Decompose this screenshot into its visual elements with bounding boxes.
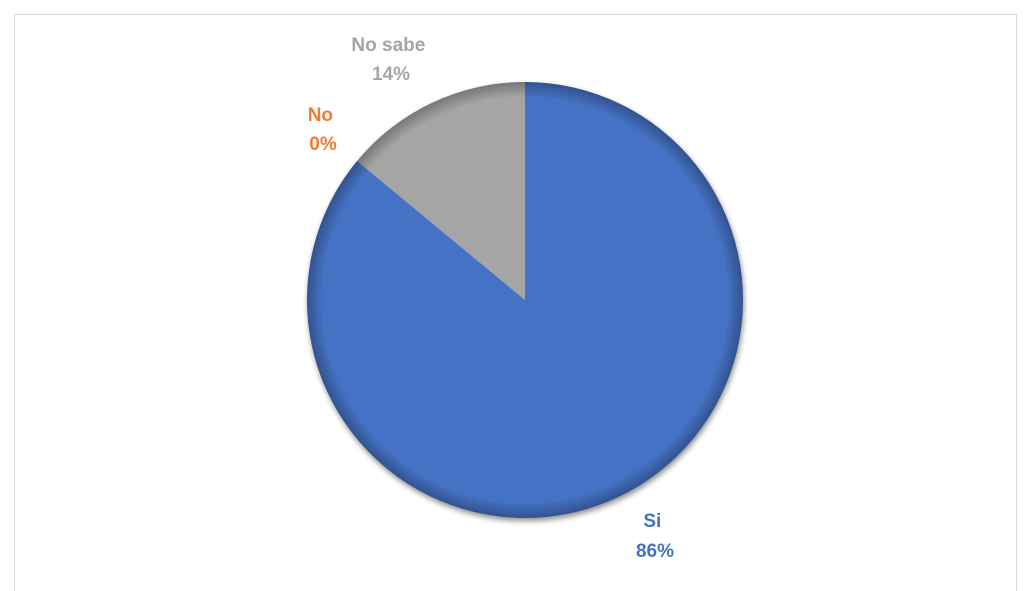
chart-area bbox=[14, 14, 1017, 591]
label-si-name: Si bbox=[643, 511, 661, 532]
label-no-value: 0% bbox=[309, 134, 337, 155]
label-no: No 0% bbox=[308, 105, 339, 155]
label-no-sabe: No sabe 14% bbox=[351, 35, 430, 85]
label-no-sabe-name: No sabe bbox=[351, 35, 425, 56]
label-si: Si 86% bbox=[636, 511, 674, 562]
label-no-sabe-value: 14% bbox=[372, 64, 410, 85]
label-si-value: 86% bbox=[636, 541, 674, 562]
pie-slices bbox=[307, 82, 744, 518]
label-no-name: No bbox=[308, 105, 333, 126]
